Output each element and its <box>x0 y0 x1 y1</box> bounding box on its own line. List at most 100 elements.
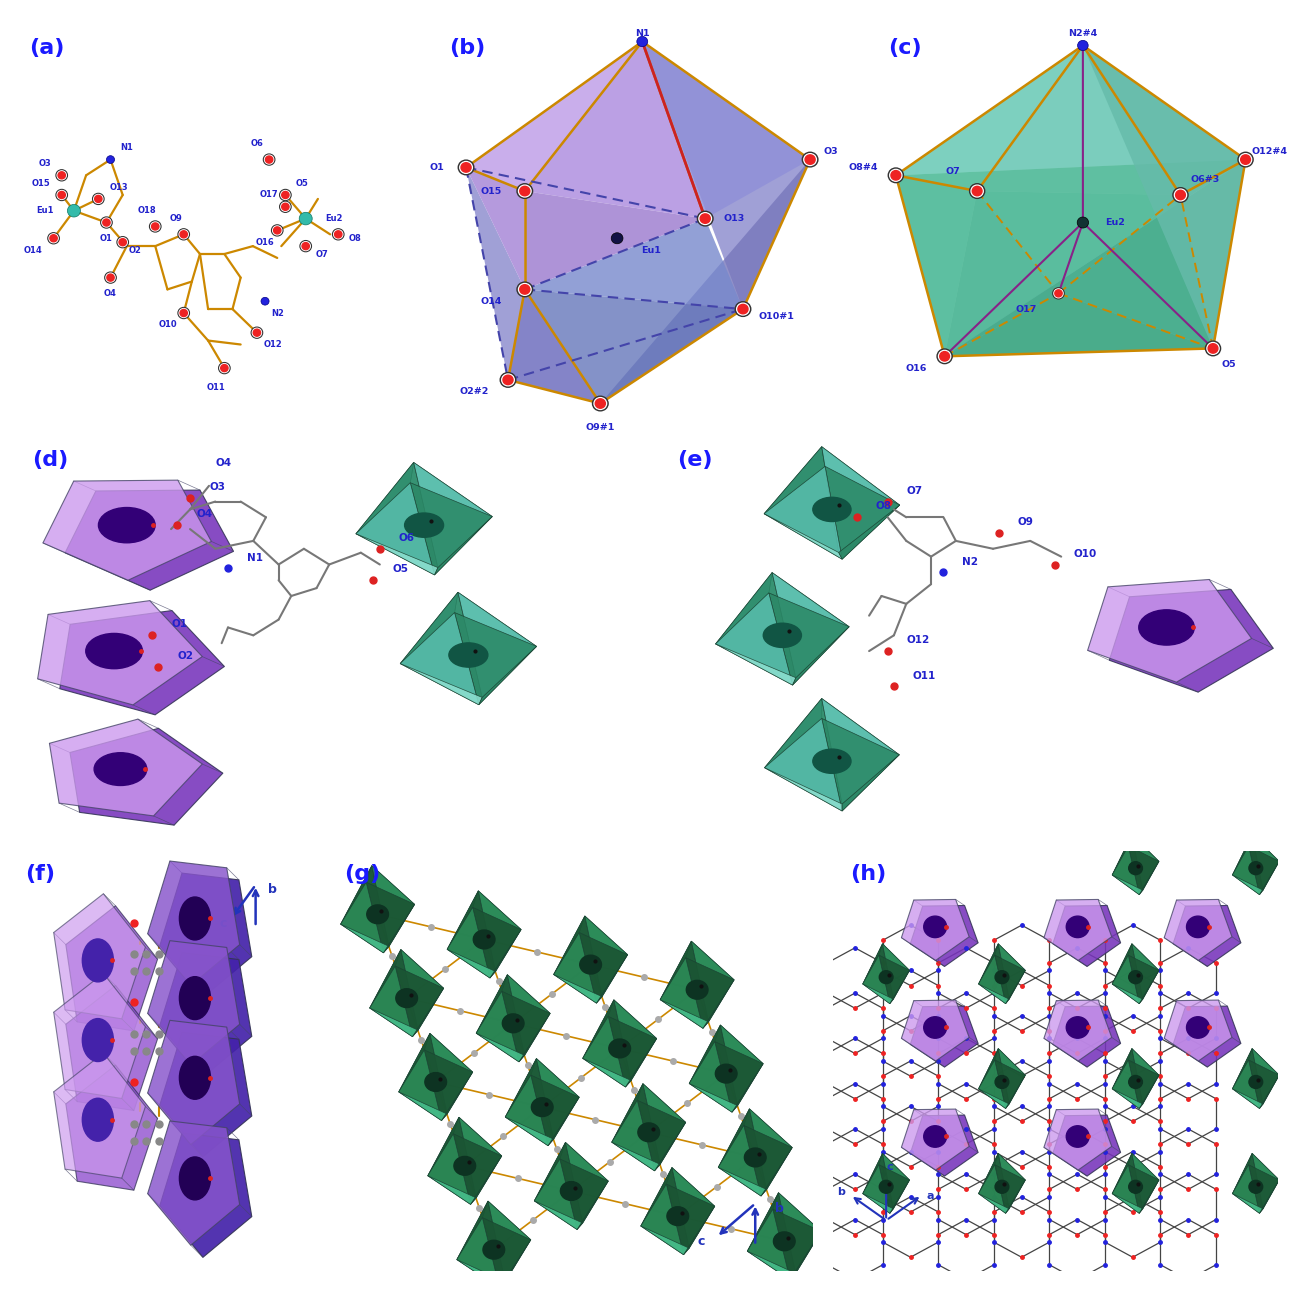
Polygon shape <box>1128 835 1159 862</box>
Polygon shape <box>1233 875 1263 895</box>
Polygon shape <box>505 1059 554 1139</box>
Text: (h): (h) <box>851 864 887 884</box>
Polygon shape <box>718 1167 767 1196</box>
Text: O7: O7 <box>906 485 922 495</box>
Circle shape <box>519 186 531 197</box>
Polygon shape <box>750 1109 793 1189</box>
Polygon shape <box>715 1026 763 1064</box>
Polygon shape <box>1112 1060 1139 1108</box>
Polygon shape <box>473 891 522 930</box>
Polygon shape <box>764 513 842 559</box>
Polygon shape <box>341 866 372 924</box>
Circle shape <box>595 399 605 408</box>
Polygon shape <box>341 924 389 953</box>
Polygon shape <box>560 1158 608 1229</box>
Polygon shape <box>994 1153 1025 1180</box>
Circle shape <box>263 154 275 165</box>
Polygon shape <box>1053 1006 1121 1067</box>
Polygon shape <box>466 41 643 191</box>
Polygon shape <box>896 175 977 356</box>
Polygon shape <box>640 1226 689 1255</box>
Circle shape <box>715 1064 737 1084</box>
Circle shape <box>1066 1126 1090 1147</box>
Polygon shape <box>1233 1049 1263 1104</box>
Text: O17: O17 <box>1015 304 1037 313</box>
Polygon shape <box>747 1193 778 1251</box>
Polygon shape <box>945 160 1246 356</box>
Polygon shape <box>447 891 496 971</box>
Polygon shape <box>596 955 627 1004</box>
Polygon shape <box>1109 590 1273 693</box>
Polygon shape <box>910 1006 979 1067</box>
Circle shape <box>1078 40 1088 50</box>
Polygon shape <box>1132 1049 1159 1104</box>
Text: Eu2: Eu2 <box>325 214 343 223</box>
Circle shape <box>1174 187 1188 203</box>
Text: O10: O10 <box>1074 548 1097 559</box>
Polygon shape <box>65 490 234 590</box>
Polygon shape <box>839 506 900 559</box>
Text: O15: O15 <box>32 179 50 187</box>
Circle shape <box>83 1098 114 1142</box>
Polygon shape <box>400 592 483 698</box>
Polygon shape <box>862 984 893 1004</box>
Polygon shape <box>1248 1049 1279 1075</box>
Polygon shape <box>764 446 825 513</box>
Text: O9: O9 <box>1017 517 1034 528</box>
Circle shape <box>937 350 953 364</box>
Polygon shape <box>554 933 596 1004</box>
Polygon shape <box>547 1098 580 1146</box>
Circle shape <box>103 219 110 226</box>
Polygon shape <box>577 1182 608 1229</box>
Polygon shape <box>447 949 496 978</box>
Circle shape <box>333 228 343 240</box>
Circle shape <box>281 203 290 212</box>
Polygon shape <box>580 916 627 955</box>
Polygon shape <box>1248 846 1279 895</box>
Circle shape <box>271 224 283 236</box>
Circle shape <box>1128 970 1143 984</box>
Polygon shape <box>762 1148 793 1196</box>
Polygon shape <box>689 1041 732 1112</box>
Polygon shape <box>979 1153 998 1193</box>
Circle shape <box>1055 290 1062 297</box>
Text: (a): (a) <box>30 37 65 58</box>
Polygon shape <box>560 1143 608 1182</box>
Circle shape <box>281 191 289 199</box>
Text: (b): (b) <box>449 37 485 58</box>
Polygon shape <box>395 949 444 988</box>
Circle shape <box>1248 1180 1263 1193</box>
Polygon shape <box>1059 195 1214 348</box>
Circle shape <box>151 222 160 231</box>
Polygon shape <box>457 1259 505 1289</box>
Polygon shape <box>534 1143 582 1223</box>
Polygon shape <box>901 1109 970 1170</box>
Polygon shape <box>1174 1006 1241 1067</box>
Polygon shape <box>367 866 414 904</box>
Polygon shape <box>901 899 970 960</box>
Circle shape <box>1176 190 1185 200</box>
Polygon shape <box>534 1158 577 1229</box>
Polygon shape <box>525 289 744 404</box>
Polygon shape <box>1174 906 1241 966</box>
Polygon shape <box>612 1084 643 1142</box>
Circle shape <box>745 1148 766 1167</box>
Polygon shape <box>979 1165 1006 1214</box>
Polygon shape <box>1248 1153 1279 1180</box>
Text: O2#2: O2#2 <box>460 387 489 396</box>
Text: O11: O11 <box>913 671 936 681</box>
Polygon shape <box>825 467 900 559</box>
Polygon shape <box>764 698 822 768</box>
Circle shape <box>93 194 105 204</box>
Polygon shape <box>896 45 1083 191</box>
Polygon shape <box>537 1059 580 1139</box>
Text: O7: O7 <box>945 166 961 175</box>
Circle shape <box>924 1126 946 1147</box>
Circle shape <box>83 939 114 982</box>
Polygon shape <box>427 1117 460 1175</box>
Circle shape <box>813 749 851 773</box>
Polygon shape <box>666 1167 715 1206</box>
Polygon shape <box>399 1033 447 1115</box>
Polygon shape <box>1087 579 1251 682</box>
Polygon shape <box>1139 1180 1159 1214</box>
